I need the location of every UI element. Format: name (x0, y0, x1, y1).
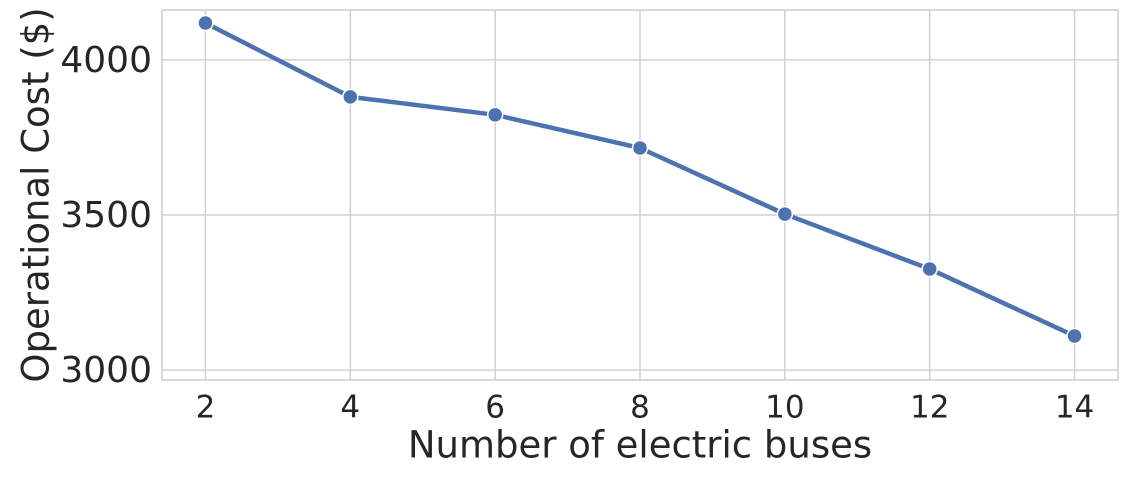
x-tick-label: 8 (630, 390, 650, 426)
y-tick-label: 3500 (60, 195, 152, 236)
marker (1066, 327, 1083, 345)
y-tick-label: 3000 (60, 350, 152, 391)
y-axis-label: Operational Cost ($) (15, 7, 58, 382)
y-tick-label: 4000 (60, 40, 152, 81)
marker (631, 139, 649, 157)
marker (197, 14, 214, 32)
x-tick-label: 10 (765, 390, 804, 426)
x-tick-label: 6 (485, 390, 505, 426)
x-axis-label: Number of electric buses (408, 424, 872, 467)
x-tick-label: 12 (910, 390, 949, 426)
marker (776, 205, 794, 223)
plot-frame (161, 9, 1119, 381)
marker (342, 88, 359, 106)
marker (486, 106, 504, 124)
x-tick-label: 14 (1055, 390, 1094, 426)
x-tick-label: 4 (340, 390, 360, 426)
x-tick-label: 2 (196, 390, 216, 426)
marker (921, 260, 938, 278)
